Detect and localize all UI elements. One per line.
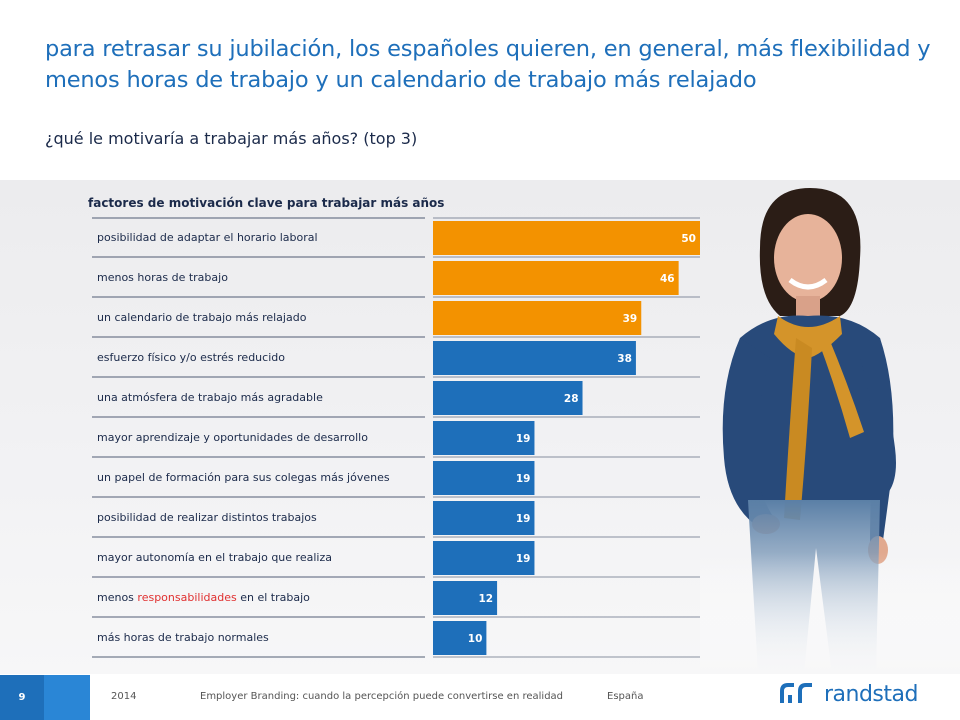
value-label: 19 (516, 473, 531, 485)
category-label: un papel de formación para sus colegas m… (97, 471, 390, 484)
woman-photo (700, 188, 960, 674)
category-label: un calendario de trabajo más relajado (97, 311, 307, 324)
value-label: 50 (681, 233, 696, 245)
category-label: menos responsabilidades en el trabajo (97, 591, 310, 604)
category-label: más horas de trabajo normales (97, 631, 269, 644)
value-label: 39 (623, 313, 638, 325)
value-label: 19 (516, 553, 531, 565)
page-number: 9 (0, 675, 44, 720)
randstad-logo-icon (780, 683, 812, 703)
bar (433, 261, 679, 295)
value-label: 28 (564, 393, 579, 405)
chart-title: factores de motivación clave para trabaj… (88, 196, 445, 210)
footer-year: 2014 (111, 691, 137, 702)
value-label: 38 (617, 353, 632, 365)
footer-report: Employer Branding: cuando la percepción … (200, 691, 564, 702)
bar (433, 381, 583, 415)
bar (433, 461, 535, 495)
category-label: mayor autonomía en el trabajo que realiz… (97, 551, 332, 564)
category-label: una atmósfera de trabajo más agradable (97, 391, 323, 404)
randstad-wordmark: randstad (824, 681, 918, 707)
slide-subtitle: ¿qué le motivaría a trabajar más años? (… (45, 129, 418, 148)
value-label: 19 (516, 433, 531, 445)
category-label: posibilidad de adaptar el horario labora… (97, 231, 318, 244)
category-label: esfuerzo físico y/o estrés reducido (97, 351, 285, 364)
bar (433, 541, 535, 575)
bar (433, 221, 700, 255)
value-label: 12 (478, 593, 493, 605)
category-label: menos horas de trabajo (97, 271, 228, 284)
bar (433, 501, 535, 535)
value-label: 10 (468, 633, 483, 645)
category-label: posibilidad de realizar distintos trabaj… (97, 511, 317, 524)
slide-title: para retrasar su jubilación, los español… (45, 36, 931, 93)
bar (433, 621, 487, 655)
randstad-logo: randstad (780, 680, 918, 708)
bar (433, 301, 642, 335)
value-label: 19 (516, 513, 531, 525)
bar (433, 421, 535, 455)
category-label: mayor aprendizaje y oportunidades de des… (97, 431, 368, 444)
value-label: 46 (660, 273, 675, 285)
bar (433, 581, 498, 615)
bar (433, 341, 636, 375)
footer-accent (44, 675, 90, 720)
footer-country: España (607, 691, 644, 702)
